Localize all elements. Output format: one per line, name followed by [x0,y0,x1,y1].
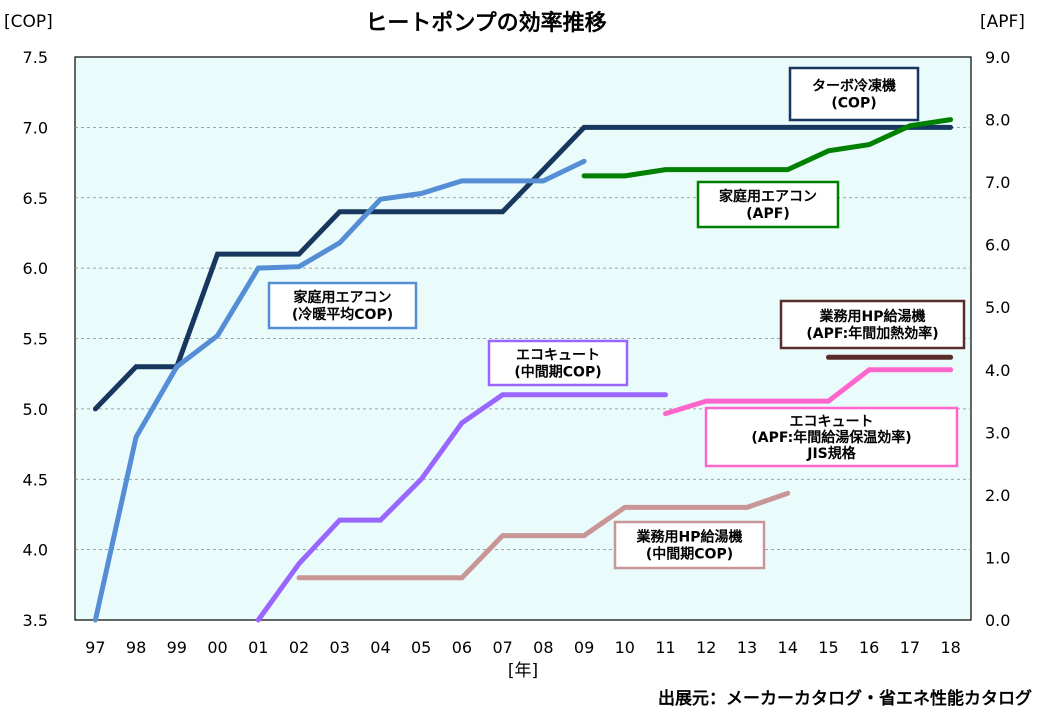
y-right-tick-label: 5.0 [985,298,1010,317]
y-left-tick-label: 6.5 [23,189,48,208]
x-tick-label: 04 [370,638,390,657]
y-right-tick-label: 3.0 [985,423,1010,442]
series-label-box [613,520,766,570]
x-tick-label: 13 [737,638,757,657]
x-tick-label: 97 [85,638,105,657]
x-tick-label: 98 [126,638,146,657]
y-right-tick-label: 8.0 [985,111,1010,130]
right-axis-unit: [APF] [980,12,1025,32]
series-label-text: (APF:年間加熱効率) [806,325,938,342]
x-tick-label: 08 [533,638,553,657]
chart-title: ヒートポンプの効率推移 [365,10,606,36]
y-right-tick-label: 9.0 [985,48,1010,67]
x-tick-label: 07 [492,638,512,657]
x-tick-label: 02 [289,638,309,657]
series-label-text: 家庭用エアコン [294,289,392,306]
y-left-tick-label: 7.0 [23,118,48,137]
x-tick-label: 18 [940,638,960,657]
series-label-text: (中間期COP) [646,546,733,563]
series-label-box [704,406,959,468]
series-label-text: (冷暖平均COP) [292,306,393,323]
x-tick-label: 12 [696,638,716,657]
y-right-tick-label: 1.0 [985,548,1010,567]
x-tick-label: 01 [248,638,268,657]
series-label-7: 業務用HP給湯機(中間期COP) [613,520,766,570]
x-tick-label: 14 [778,638,798,657]
x-tick-label: 99 [167,638,187,657]
y-right-tick-label: 4.0 [985,361,1010,380]
series-label-box [779,299,966,350]
x-tick-label: 11 [655,638,675,657]
series-label-text: エコキュート [790,414,874,430]
y-right-tick-label: 2.0 [985,486,1010,505]
x-tick-label: 00 [207,638,227,657]
series-label-text: エコキュート [516,348,600,364]
x-axis-label: [年] [508,661,538,681]
y-left-tick-label: 4.5 [23,470,48,489]
y-right-tick-label: 0.0 [985,611,1010,630]
x-tick-label: 15 [818,638,838,657]
y-left-tick-label: 3.5 [23,611,48,630]
series-line-3 [581,117,954,179]
series-label-4: 業務用HP給湯機(APF:年間加熱効率) [779,299,966,350]
series-label-text: (中間期COP) [514,364,601,381]
series-label-text: JIS規格 [806,445,857,462]
x-tick-label: 09 [574,638,594,657]
y-left-tick-label: 5.5 [23,330,48,349]
series-label-text: 業務用HP給湯機 [636,529,743,546]
y-left-tick-label: 7.5 [23,48,48,67]
series-label-6: エコキュート(APF:年間給湯保温効率)JIS規格 [704,406,959,468]
series-label-text: (APF) [746,206,789,222]
series-line-7 [296,490,791,581]
series-label-box [267,281,418,330]
series-line-1 [92,124,954,412]
series-line-5 [255,392,668,623]
series-label-5: エコキュート(中間期COP) [487,339,629,387]
series-label-2: 家庭用エアコン(冷暖平均COP) [267,281,418,330]
series-label-box [788,66,920,122]
x-tick-label: 06 [452,638,472,657]
series-label-1: ターボ冷凍機(COP) [788,66,920,122]
series-label-text: 家庭用エアコン [719,188,817,205]
y-left-tick-label: 4.0 [23,541,48,560]
x-tick-label: 10 [615,638,635,657]
series-label-text: 業務用HP給湯機 [819,308,926,325]
series-label-text: (COP) [831,96,876,112]
series-line-2 [92,158,587,623]
series-label-box [487,339,629,387]
series-label-text: (APF:年間給湯保温効率) [751,429,911,446]
y-right-tick-label: 6.0 [985,236,1010,255]
x-tick-label: 05 [411,638,431,657]
source-note: 出展元：メーカーカタログ・省エネ性能カタログ [658,688,1032,709]
x-tick-label: 03 [330,638,350,657]
series-label-3: 家庭用エアコン(APF) [696,180,840,229]
x-tick-label: 16 [859,638,879,657]
y-right-tick-label: 7.0 [985,173,1010,192]
series-line-6 [663,367,954,417]
series-label-box [696,180,840,229]
series-label-text: ターボ冷凍機 [812,78,896,95]
left-axis-unit: [COP] [4,12,53,32]
y-left-tick-label: 6.0 [23,259,48,278]
y-left-tick-label: 5.0 [23,400,48,419]
x-tick-label: 17 [900,638,920,657]
